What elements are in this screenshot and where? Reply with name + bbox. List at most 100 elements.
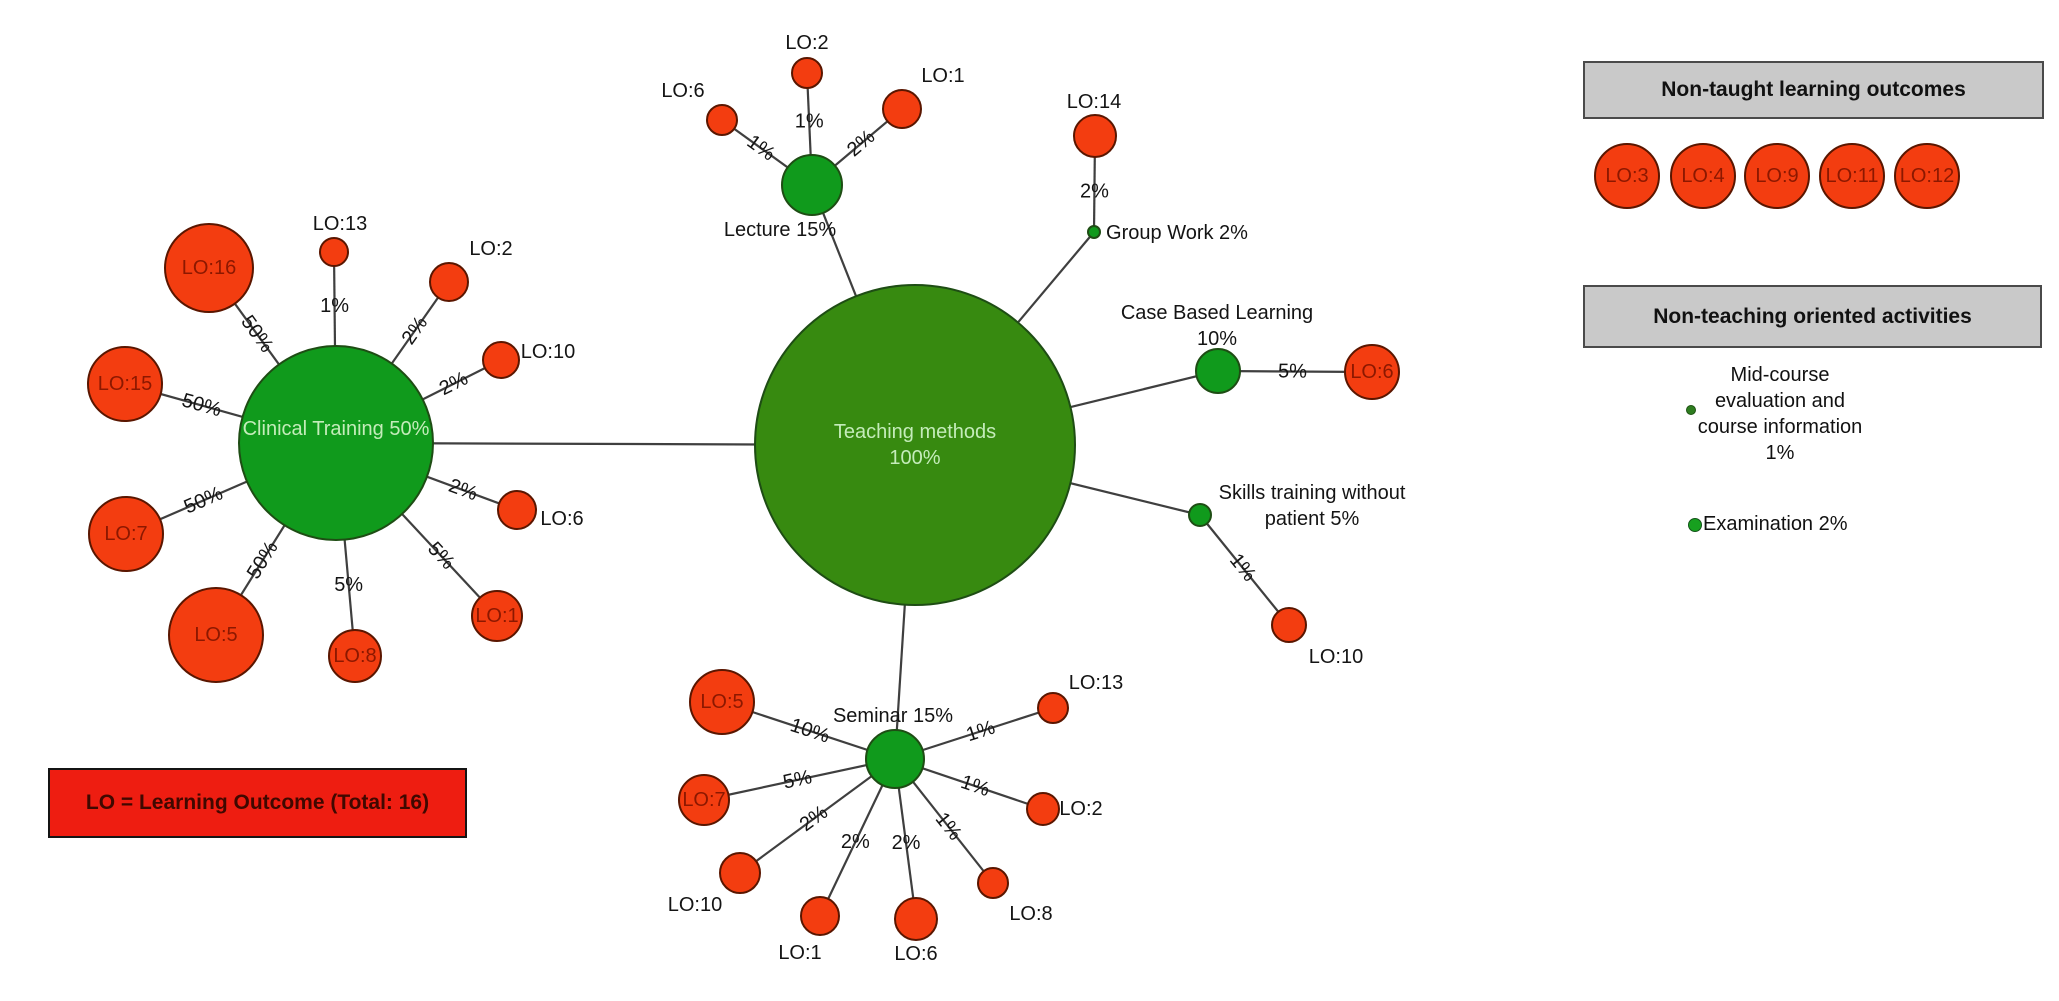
node-s10-circle — [719, 852, 761, 894]
legend-outcome-lo11-label: LO:11 — [1825, 164, 1879, 187]
legend-outcome-lo4-label: LO:4 — [1681, 164, 1725, 187]
node-s5-label: LO:5 — [700, 691, 743, 713]
examination-label: Examination 2% — [1703, 513, 1848, 535]
edge-label-clinical-c16: 50% — [236, 311, 277, 356]
edge-label-groupwork-g14: 2% — [1080, 180, 1109, 202]
node-c8-label: LO:8 — [333, 645, 376, 667]
legend-outcome-lo3-label: LO:3 — [1605, 164, 1649, 187]
edge-label-lecture-l2: 1% — [795, 111, 824, 133]
edge-label-seminar-s5: 10% — [787, 714, 832, 747]
legend-non-taught-header: Non-taught learning outcomes — [1583, 61, 2044, 119]
node-s1-label: LO:1 — [778, 942, 821, 964]
node-c6-circle — [497, 490, 537, 530]
node-c1-label: LO:1 — [475, 605, 518, 627]
node-c6-label: LO:6 — [540, 508, 583, 530]
node-c15-circle — [87, 346, 163, 422]
legend-non-taught-title: Non-taught learning outcomes — [1661, 78, 1966, 101]
node-l6-circle — [706, 104, 738, 136]
lo-definition-note-text: LO = Learning Outcome (Total: 16) — [85, 791, 430, 814]
node-l2-circle — [791, 57, 823, 89]
edge-label-clinical-c5: 50% — [243, 537, 283, 583]
legend-outcome-lo12-label: LO:12 — [1899, 164, 1955, 187]
edge-label-clinical-c8: 5% — [334, 574, 363, 596]
node-s7-circle — [678, 774, 730, 826]
node-cb6-label: LO:6 — [1350, 361, 1393, 383]
node-s5-circle — [689, 669, 755, 735]
node-c7-label: LO:7 — [104, 523, 147, 545]
edge-label-clinical-c15: 50% — [179, 389, 224, 421]
node-s10k-label: LO:10 — [1309, 646, 1363, 668]
lo-definition-note: LO = Learning Outcome (Total: 16) — [48, 768, 467, 838]
node-case-circle — [1195, 348, 1241, 394]
edge-label-seminar-s8: 1% — [931, 808, 966, 844]
edge-label-seminar-s1: 2% — [841, 831, 870, 853]
node-teaching-circle — [754, 284, 1076, 606]
node-skills-label: Skills training without patient 5% — [1219, 482, 1406, 530]
edge-label-lecture-l6: 1% — [743, 131, 779, 166]
edge-label-seminar-s10: 2% — [796, 801, 832, 836]
node-clinical-circle — [238, 345, 434, 541]
node-c13-circle — [319, 237, 349, 267]
node-seminar-circle — [865, 729, 925, 789]
node-cb6-circle — [1344, 344, 1400, 400]
edge-label-lecture-l1: 2% — [843, 126, 879, 162]
node-c2-label: LO:2 — [469, 238, 512, 260]
node-c16-label: LO:16 — [182, 257, 236, 279]
edge-label-clinical-c10: 2% — [436, 367, 472, 400]
node-l6-label: LO:6 — [661, 80, 704, 102]
node-s6-label: LO:6 — [894, 943, 937, 965]
node-s10-label: LO:10 — [668, 894, 722, 916]
node-g14-circle — [1073, 114, 1117, 158]
node-c8-circle — [328, 629, 382, 683]
edge-label-skills-s10k: 1% — [1225, 550, 1260, 586]
node-lecture-circle — [781, 154, 843, 216]
legend-outcome-lo4: LO:4 — [1670, 143, 1736, 209]
node-groupwork-circle — [1087, 225, 1101, 239]
node-skills-circle — [1188, 503, 1212, 527]
node-c7-circle — [88, 496, 164, 572]
edge-skills-s10k — [1199, 514, 1290, 626]
node-s1-circle — [800, 896, 840, 936]
edge-label-seminar-s2: 1% — [958, 771, 993, 801]
node-seminar-label: Seminar 15% — [833, 705, 953, 727]
node-s2-label: LO:2 — [1059, 798, 1102, 820]
node-c5-circle — [168, 587, 264, 683]
edge-label-clinical-c7: 50% — [181, 482, 227, 518]
edge-seminar-s10 — [739, 758, 896, 874]
edge-label-case-cb6: 5% — [1278, 360, 1307, 382]
node-s8-label: LO:8 — [1009, 903, 1052, 925]
legend-non-teaching-title: Non-teaching oriented activities — [1653, 304, 1972, 328]
legend-outcome-lo3: LO:3 — [1594, 143, 1660, 209]
node-c2-circle — [429, 262, 469, 302]
node-g14-label: LO:14 — [1067, 91, 1121, 113]
edge-label-clinical-c6: 2% — [446, 475, 481, 506]
legend-outcome-lo9: LO:9 — [1744, 143, 1810, 209]
node-s8-circle — [977, 867, 1009, 899]
node-l1-label: LO:1 — [921, 65, 964, 87]
midcourse-dot-icon — [1686, 405, 1696, 415]
node-l1-circle — [882, 89, 922, 129]
node-c5-label: LO:5 — [194, 624, 237, 646]
edge-seminar-s7 — [703, 757, 896, 802]
examination-dot-icon — [1688, 518, 1702, 532]
node-c13-label: LO:13 — [313, 213, 367, 235]
node-c1-circle — [471, 590, 523, 642]
node-groupwork-label: Group Work 2% — [1106, 222, 1248, 244]
node-s6-circle — [894, 897, 938, 941]
edge-label-seminar-s7: 5% — [781, 766, 814, 794]
midcourse-label: Mid-course evaluation and course informa… — [1697, 364, 1863, 464]
node-teaching-label: Teaching methods 100% — [834, 421, 996, 469]
node-case-label: Case Based Learning 10% — [1121, 302, 1313, 350]
edge-label-clinical-c13: 1% — [320, 295, 349, 317]
edge-label-clinical-c2: 2% — [398, 312, 433, 348]
node-s10k-circle — [1271, 607, 1307, 643]
legend-outcome-lo9-label: LO:9 — [1755, 164, 1799, 187]
node-c16-circle — [164, 223, 254, 313]
node-c10-label: LO:10 — [521, 341, 575, 363]
edge-label-seminar-s6: 2% — [892, 832, 921, 854]
legend-outcome-lo12: LO:12 — [1894, 143, 1960, 209]
legend-non-teaching-header: Non-teaching oriented activities — [1583, 285, 2042, 348]
node-lecture-label: Lecture 15% — [724, 219, 837, 241]
